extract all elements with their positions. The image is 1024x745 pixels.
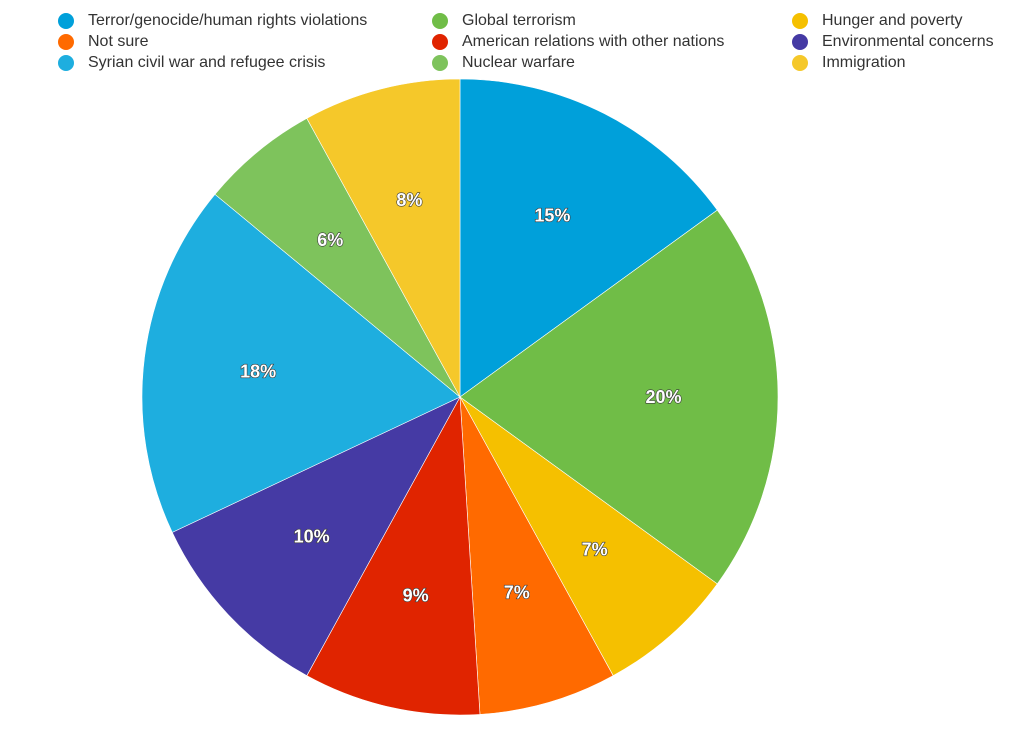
legend-swatch: [58, 55, 74, 71]
pie-slice: [459, 78, 718, 398]
pie-slice-labels: 15% 20% 7% 7% 9% 10% 18% 6% 8%: [239, 189, 682, 606]
slice-value-label: 9%: [403, 586, 429, 606]
legend-swatch: [792, 34, 808, 50]
legend-item: Environmental concerns: [792, 32, 994, 52]
legend-swatch: [432, 13, 448, 29]
legend-item: Immigration: [792, 53, 906, 73]
pie-slices: [141, 78, 779, 716]
slice-value-label: 6%: [317, 230, 343, 250]
legend-label: Hunger and poverty: [822, 12, 963, 29]
pie-slice: [306, 395, 481, 716]
slice-value-label: 15%: [534, 206, 570, 226]
legend-label: Terror/genocide/human rights violations: [88, 12, 368, 29]
pie-slice: [459, 209, 779, 585]
legend-label: Immigration: [822, 54, 906, 71]
slice-value-label: 8%: [396, 190, 422, 210]
pie-slice: [214, 117, 461, 398]
legend-label: Global terrorism: [462, 12, 576, 29]
pie-slice: [459, 396, 718, 677]
legend-label: Nuclear warfare: [462, 54, 575, 71]
slice-value-label: 20%: [645, 387, 681, 407]
legend-item: Not sure: [58, 32, 148, 52]
pie-slice: [171, 396, 461, 677]
legend-item: Nuclear warfare: [432, 53, 575, 73]
legend-item: American relations with other nations: [432, 32, 724, 52]
legend-label: American relations with other nations: [462, 33, 725, 50]
slice-value-label: 7%: [582, 540, 608, 560]
legend-item: Syrian civil war and refugee crisis: [58, 53, 325, 73]
slice-value-label: 10%: [294, 526, 330, 546]
legend-label: Not sure: [88, 33, 149, 50]
legend-swatch: [432, 34, 448, 50]
legend-item: Global terrorism: [432, 11, 576, 31]
legend-swatch: [58, 13, 74, 29]
slice-value-label: 7%: [504, 582, 530, 602]
legend-swatch: [58, 34, 74, 50]
legend-label: Syrian civil war and refugee crisis: [88, 54, 326, 71]
legend-swatch: [432, 55, 448, 71]
legend-item: Terror/genocide/human rights violations: [58, 11, 367, 31]
legend-item: Hunger and poverty: [792, 11, 963, 31]
pie-slice: [141, 193, 461, 533]
legend-swatch: [792, 13, 808, 29]
pie-slice: [306, 78, 461, 398]
legend-swatch: [792, 55, 808, 71]
legend-label: Environmental concerns: [822, 33, 994, 50]
slice-value-label: 18%: [240, 362, 276, 382]
chart-legend: Terror/genocide/human rights violations G…: [0, 0, 1024, 80]
pie-slice: [459, 396, 614, 715]
